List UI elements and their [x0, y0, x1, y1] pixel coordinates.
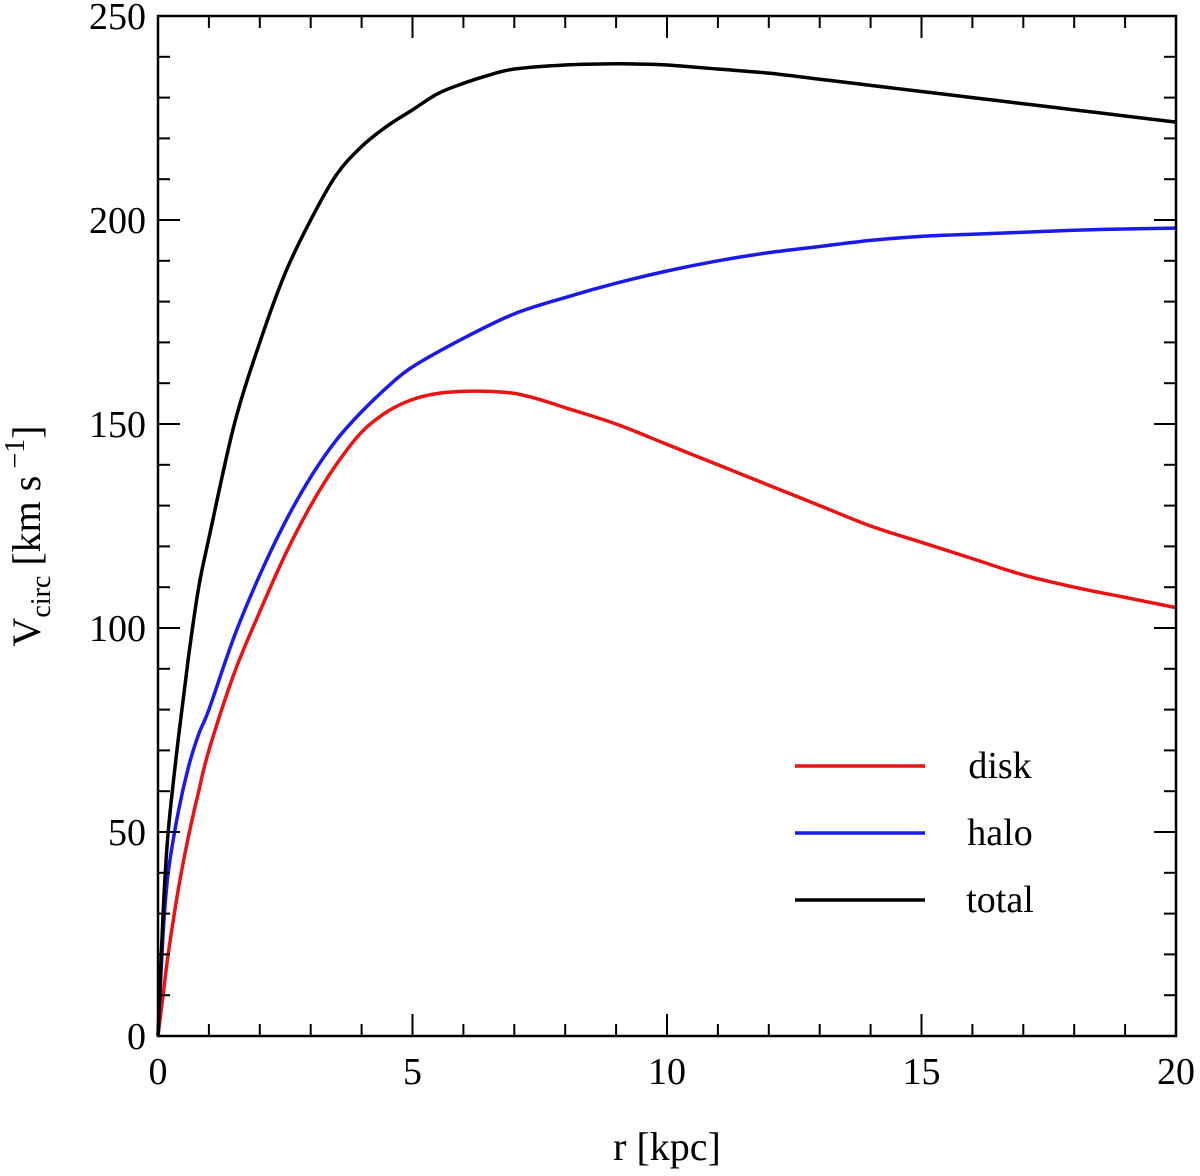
- plot-frame: [156, 14, 1178, 1038]
- y-axis-label-units-prefix: [km s: [4, 476, 49, 576]
- x-tick-label: 20: [1157, 1051, 1195, 1093]
- legend-label: disk: [968, 745, 1031, 787]
- y-tick-label: 150: [89, 404, 146, 446]
- y-axis-label-sup: −1: [0, 439, 31, 476]
- y-axis-label-sub: circ: [26, 576, 57, 618]
- y-tick-label: 0: [127, 1016, 146, 1058]
- y-tick-label: 250: [89, 0, 146, 38]
- x-tick-label: 15: [903, 1051, 941, 1093]
- y-axis-label-main: V: [4, 617, 49, 646]
- series-line-disk: [156, 389, 1177, 1037]
- legend-label: total: [966, 879, 1034, 921]
- series-line-total: [156, 61, 1177, 1037]
- legend-entry-halo: halo: [795, 812, 1033, 854]
- legend-entry-disk: disk: [795, 745, 1032, 787]
- legend: disk halo total: [795, 745, 1034, 921]
- y-axis-label: Vcirc [km s −1]: [0, 426, 57, 647]
- curves-layer: [156, 61, 1177, 1037]
- legend-entry-total: total: [795, 879, 1034, 921]
- legend-label: halo: [967, 812, 1032, 854]
- x-tick-label: 0: [149, 1051, 168, 1093]
- y-tick-label: 50: [108, 812, 146, 854]
- series-line-halo: [156, 226, 1177, 1037]
- ticks-layer: [157, 15, 1177, 1037]
- x-tick-label: 5: [403, 1051, 422, 1093]
- y-axis-label-units-suffix: ]: [4, 426, 49, 439]
- x-tick-label: 10: [648, 1051, 686, 1093]
- y-tick-label: 100: [89, 608, 146, 650]
- x-axis-label: r [kpc]: [613, 1124, 721, 1169]
- y-tick-label: 200: [89, 200, 146, 242]
